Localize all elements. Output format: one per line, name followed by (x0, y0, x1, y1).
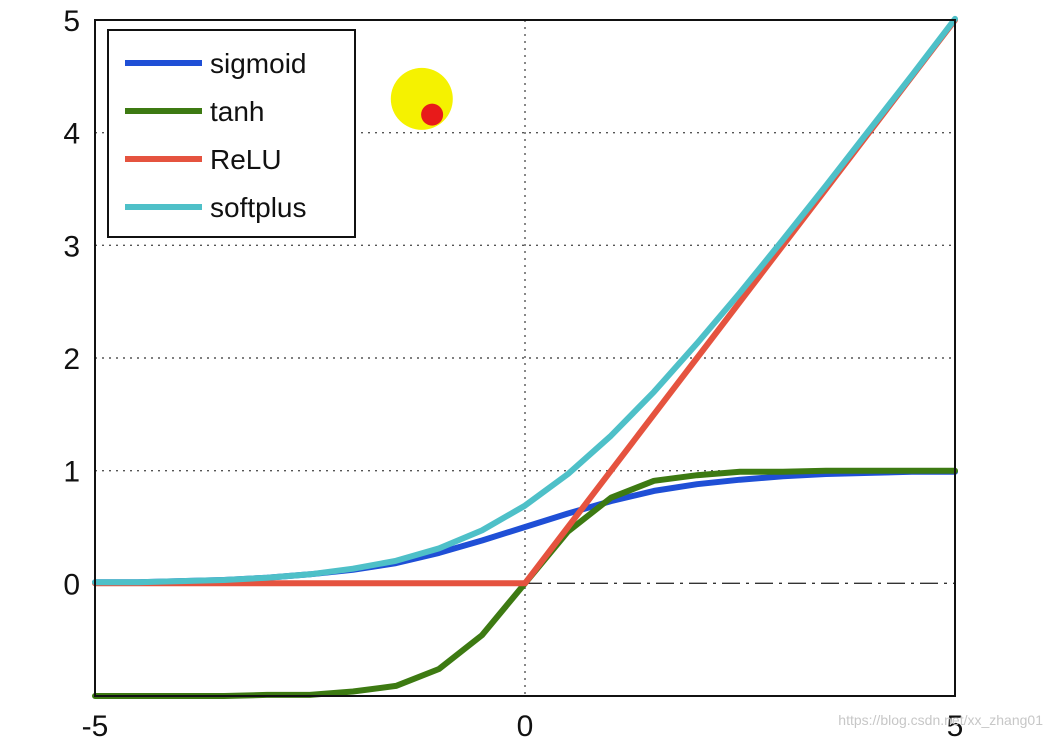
y-tick-label: 4 (63, 118, 80, 151)
y-tick-label: 1 (63, 456, 80, 489)
watermark-text: https://blog.csdn.net/xx_zhang01 (838, 712, 1043, 728)
legend-label-sigmoid: sigmoid (210, 48, 306, 79)
annotation-markers (390, 67, 453, 130)
x-tick-label: -5 (82, 710, 109, 740)
x-tick-label: 0 (517, 710, 534, 740)
y-tick-label: 5 (63, 5, 80, 38)
y-tick-label: 2 (63, 343, 80, 376)
axes-box (94, 19, 956, 697)
legend-label-relu: ReLU (210, 144, 282, 175)
cursor-highlight-circle (390, 67, 453, 130)
x-tick-label: 5 (947, 710, 964, 740)
y-tick-label: 3 (63, 230, 80, 263)
legend-label-tanh: tanh (210, 96, 265, 127)
x-tick-labels: -5 0 5 (82, 710, 964, 740)
legend: sigmoid tanh ReLU softplus (107, 29, 356, 238)
cursor-marker-dot (421, 103, 444, 126)
legend-label-softplus: softplus (210, 192, 307, 223)
series-line-sigmoid (92, 468, 958, 586)
y-tick-label: 0 (63, 568, 80, 601)
y-tick-labels: 0 1 2 3 4 5 (63, 5, 80, 601)
series-line-softplus (92, 15, 958, 586)
